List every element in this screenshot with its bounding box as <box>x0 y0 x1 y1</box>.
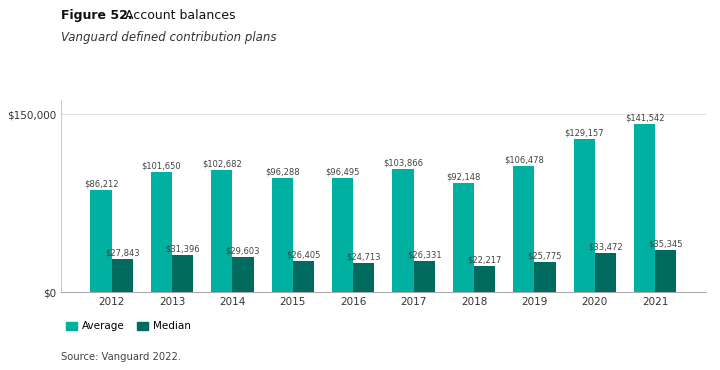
Text: $96,495: $96,495 <box>325 167 360 176</box>
Text: $24,713: $24,713 <box>346 252 381 262</box>
Text: $101,650: $101,650 <box>142 161 181 170</box>
Text: $141,542: $141,542 <box>625 114 665 123</box>
Bar <box>233 257 253 292</box>
Bar <box>453 183 474 292</box>
Text: $103,866: $103,866 <box>383 158 423 168</box>
Text: $96,288: $96,288 <box>265 168 300 176</box>
Bar <box>392 169 413 292</box>
Text: Vanguard defined contribution plans: Vanguard defined contribution plans <box>61 31 276 44</box>
Text: $129,157: $129,157 <box>564 128 604 138</box>
Text: $26,405: $26,405 <box>286 250 320 259</box>
Bar <box>91 190 112 292</box>
Text: $102,682: $102,682 <box>202 160 242 169</box>
Bar <box>354 263 374 292</box>
Bar <box>332 178 354 292</box>
Bar <box>413 261 435 292</box>
Text: Source: Vanguard 2022.: Source: Vanguard 2022. <box>61 352 181 362</box>
Text: $35,345: $35,345 <box>649 240 683 249</box>
Bar <box>211 170 233 292</box>
Text: $86,212: $86,212 <box>84 179 118 188</box>
Bar <box>271 178 293 292</box>
Text: $31,396: $31,396 <box>166 245 200 253</box>
Text: $33,472: $33,472 <box>588 242 623 251</box>
Text: $29,603: $29,603 <box>226 247 260 256</box>
Text: $26,331: $26,331 <box>407 250 441 260</box>
Bar <box>634 124 655 292</box>
Bar <box>474 266 495 292</box>
Bar <box>574 139 595 292</box>
Text: Figure 52.: Figure 52. <box>61 9 132 22</box>
Text: $27,843: $27,843 <box>105 249 140 258</box>
Bar <box>595 253 616 292</box>
Text: Account balances: Account balances <box>121 9 235 22</box>
Text: $22,217: $22,217 <box>467 256 502 265</box>
Text: $25,775: $25,775 <box>528 251 562 260</box>
Bar <box>293 261 314 292</box>
Bar <box>112 259 132 292</box>
Bar <box>534 262 556 292</box>
Bar <box>655 250 676 292</box>
Bar <box>172 255 193 292</box>
Bar <box>513 166 534 292</box>
Bar <box>151 172 172 292</box>
Text: $92,148: $92,148 <box>446 172 481 181</box>
Text: $106,478: $106,478 <box>504 155 544 164</box>
Legend: Average, Median: Average, Median <box>66 322 191 332</box>
